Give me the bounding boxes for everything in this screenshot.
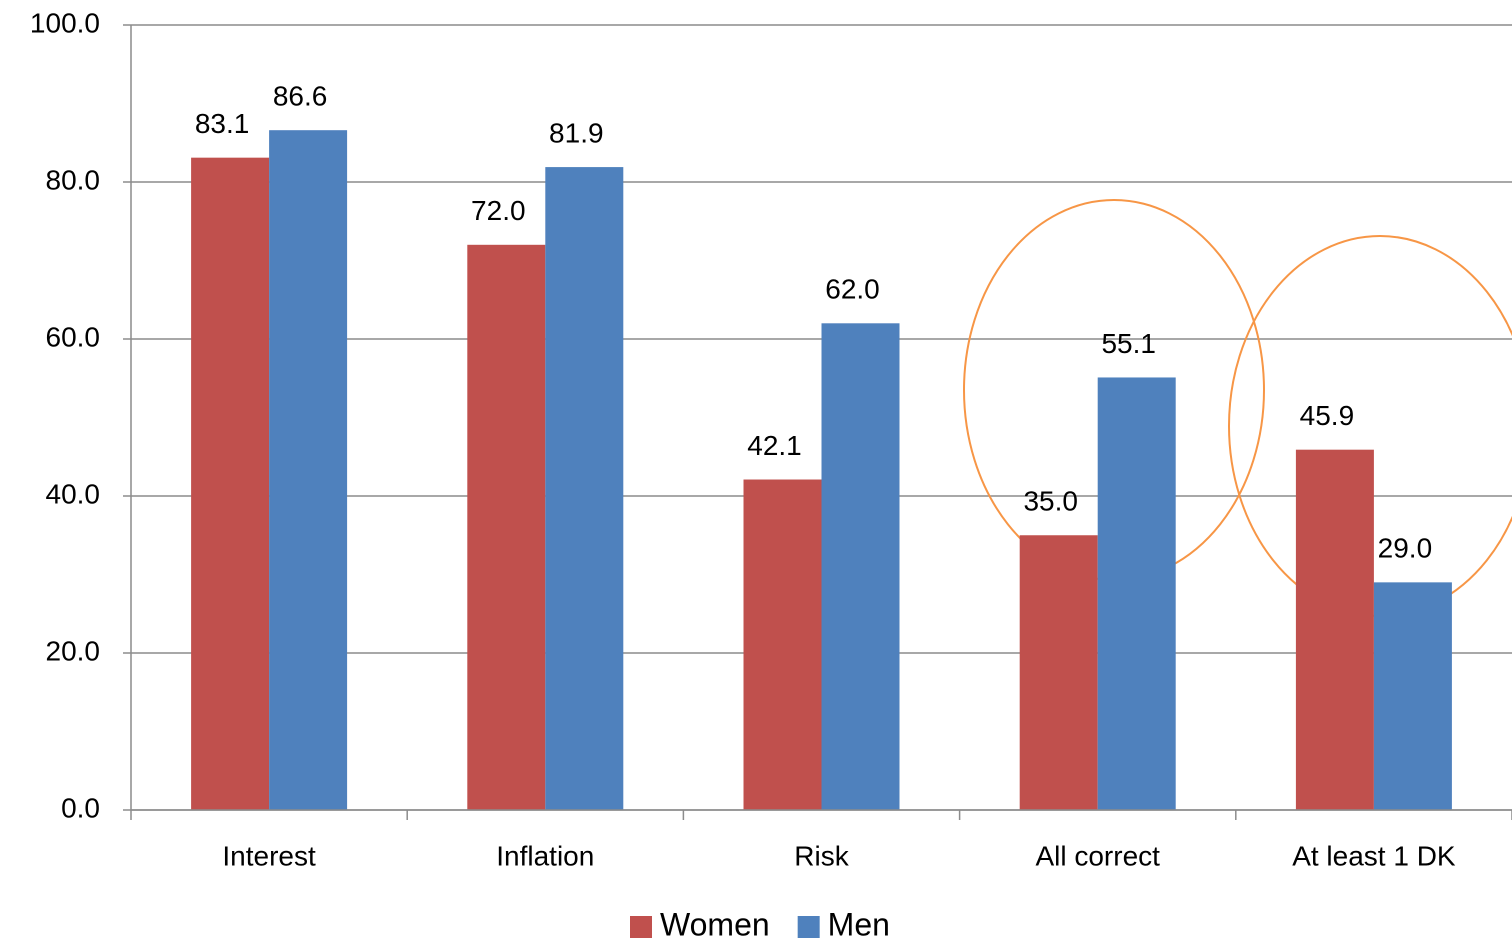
legend-swatch	[630, 916, 652, 938]
x-tick-label: Interest	[222, 840, 316, 871]
value-label: 81.9	[549, 117, 604, 148]
value-label: 86.6	[273, 81, 328, 112]
bar	[467, 244, 546, 811]
legend-label: Men	[828, 906, 890, 942]
value-label: 42.1	[747, 430, 802, 461]
bar	[545, 167, 624, 810]
value-label: 45.9	[1300, 400, 1355, 431]
bar	[821, 323, 900, 810]
value-label: 62.0	[825, 274, 880, 305]
bar	[1019, 535, 1098, 810]
x-tick-label: Risk	[794, 840, 849, 871]
bar	[269, 130, 348, 810]
legend-label: Women	[660, 906, 770, 942]
value-label: 35.0	[1023, 486, 1078, 517]
y-tick-label: 100.0	[30, 7, 100, 38]
bar	[191, 157, 270, 811]
y-tick-label: 40.0	[46, 478, 101, 509]
y-tick-label: 60.0	[46, 321, 101, 352]
x-tick-label: At least 1 DK	[1292, 840, 1456, 871]
value-label: 72.0	[471, 195, 526, 226]
x-tick-label: All correct	[1035, 840, 1160, 871]
value-label: 29.0	[1378, 533, 1433, 564]
x-tick-label: Inflation	[496, 840, 594, 871]
bar	[1373, 582, 1452, 810]
bar	[1097, 377, 1176, 810]
y-tick-label: 20.0	[46, 635, 101, 666]
y-tick-label: 80.0	[46, 164, 101, 195]
value-label: 55.1	[1101, 328, 1156, 359]
legend-swatch	[797, 916, 820, 938]
bar	[743, 479, 822, 810]
bar	[1295, 449, 1374, 810]
y-tick-label: 0.0	[61, 792, 100, 823]
value-label: 83.1	[195, 108, 250, 139]
